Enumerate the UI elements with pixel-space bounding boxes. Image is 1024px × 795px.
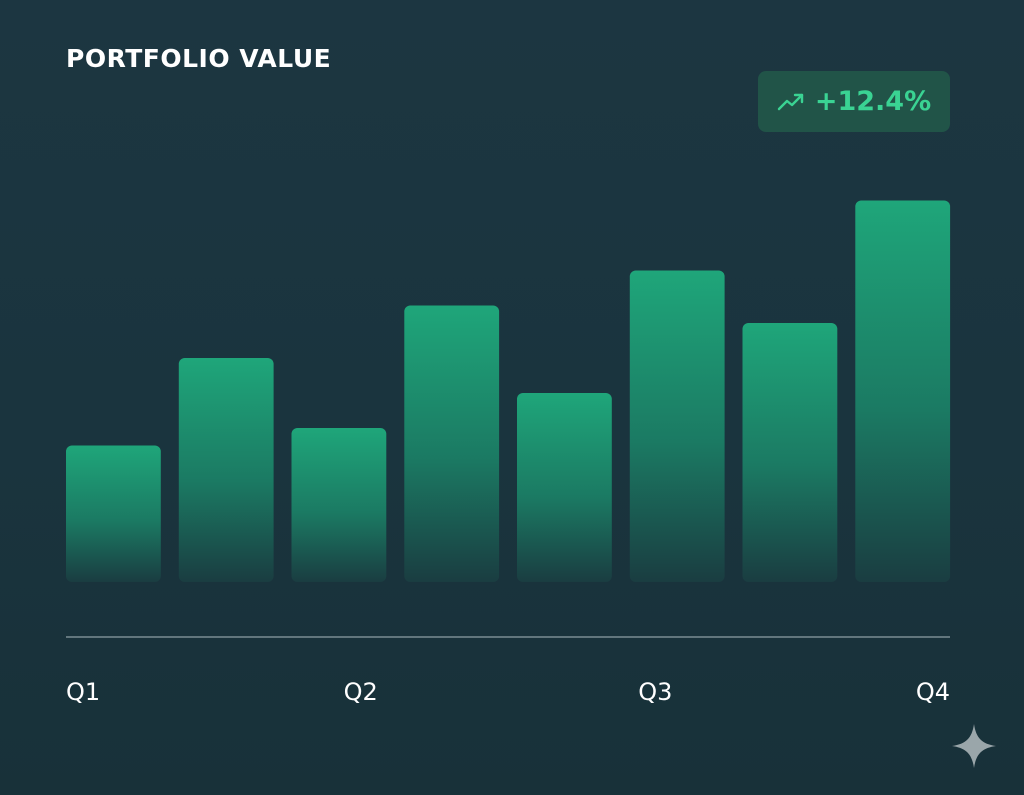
bar-7 bbox=[742, 323, 838, 582]
bar-6 bbox=[629, 270, 725, 582]
bar-4 bbox=[404, 305, 500, 582]
change-value: +12.4% bbox=[814, 86, 932, 117]
sparkle-icon bbox=[950, 722, 998, 774]
x-tick-label: Q3 bbox=[638, 678, 672, 706]
bar-5 bbox=[517, 393, 612, 582]
x-tick-label: Q4 bbox=[916, 678, 950, 706]
bar-2 bbox=[178, 358, 274, 582]
x-tick-label: Q2 bbox=[344, 678, 378, 706]
bar-3 bbox=[291, 428, 387, 582]
change-badge: +12.4% bbox=[758, 71, 950, 132]
page-title: PORTFOLIO VALUE bbox=[66, 44, 332, 73]
bar-1 bbox=[66, 445, 161, 582]
x-tick-label: Q1 bbox=[66, 678, 100, 706]
trend-up-icon bbox=[777, 92, 805, 112]
bar-8 bbox=[855, 200, 951, 582]
